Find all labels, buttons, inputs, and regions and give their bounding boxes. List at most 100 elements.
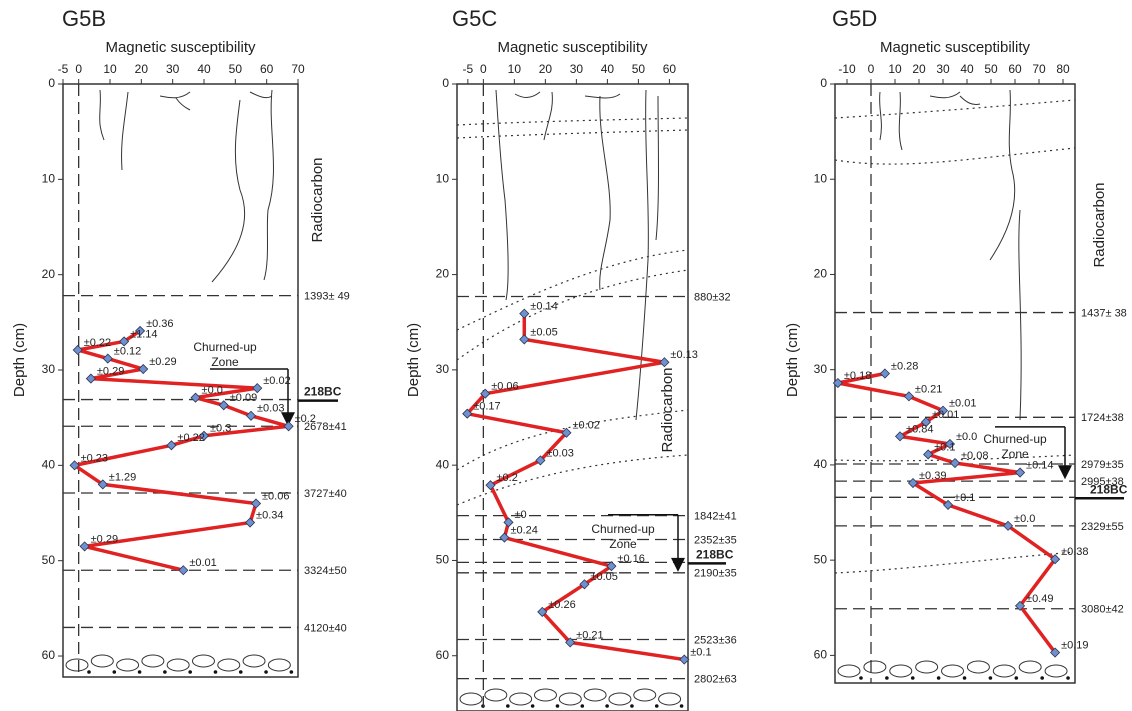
data-point <box>949 457 961 469</box>
date-label: 1842±41 <box>694 511 737 523</box>
error-label: ±0.01 <box>949 398 976 410</box>
panel-title: G5C <box>452 6 497 31</box>
gravel-dot <box>506 704 510 708</box>
gravel <box>509 692 533 706</box>
data-line <box>836 371 1057 654</box>
y-tick-label: 20 <box>42 267 56 281</box>
data-point <box>138 363 149 375</box>
y-tick-label: 50 <box>42 553 56 567</box>
error-label: ±0.3 <box>210 423 231 435</box>
x-tick-label: 60 <box>260 62 274 76</box>
data-point <box>832 377 843 389</box>
gravel-dot <box>1066 676 1070 680</box>
data-point <box>244 517 256 528</box>
error-label: ±0.23 <box>81 452 108 464</box>
zone-arrowhead <box>1058 465 1072 480</box>
x-axis-label: Magnetic susceptibility <box>497 39 648 56</box>
error-label: ±0.14 <box>530 301 557 313</box>
x-tick-label: 70 <box>291 62 305 76</box>
x-axis-label: Magnetic susceptibility <box>105 39 256 56</box>
date-label: 2190±35 <box>694 568 737 580</box>
x-tick-label: 10 <box>508 62 522 76</box>
gravel <box>837 664 861 678</box>
gravel-dot <box>555 704 560 708</box>
data-point <box>218 400 229 411</box>
x-tick-label: 30 <box>570 62 584 76</box>
error-label: ±0.13 <box>670 349 697 361</box>
error-label: ±0.39 <box>919 470 946 482</box>
data-point <box>178 565 189 576</box>
gravel-dot <box>988 676 993 680</box>
data-point <box>166 440 177 451</box>
data-point <box>499 532 510 543</box>
error-label: ±0.06 <box>491 381 518 393</box>
gravel <box>608 692 632 706</box>
y-tick-label: 20 <box>436 267 450 281</box>
error-label: ±0.38 <box>1061 546 1088 558</box>
gravel <box>267 658 291 672</box>
x-tick-label: 30 <box>936 62 950 76</box>
gravel <box>217 658 241 672</box>
data-point <box>565 637 576 648</box>
gravel-dot <box>289 670 294 674</box>
data-point <box>283 421 294 432</box>
gravel-dot <box>859 676 863 680</box>
gravel <box>1018 660 1042 674</box>
side-label: Radiocarbon <box>659 367 676 452</box>
date-label: 2995±38 <box>1081 476 1124 488</box>
error-label: ±1.14 <box>130 328 157 340</box>
data-point <box>119 336 130 347</box>
gravel <box>863 660 887 674</box>
gravel-dot <box>580 704 585 708</box>
error-label: ±0.26 <box>548 599 575 611</box>
zone-arrowhead <box>671 557 685 572</box>
date-label: 2979±35 <box>1081 459 1124 471</box>
gravel <box>116 658 140 672</box>
error-label: ±0.02 <box>263 375 290 387</box>
data-point <box>480 388 491 399</box>
plot-frame <box>456 83 689 711</box>
data-point <box>920 417 932 428</box>
error-label: ±0.1 <box>934 441 955 453</box>
data-point <box>503 517 514 528</box>
gravel-dot <box>654 704 659 708</box>
data-point <box>535 455 546 466</box>
error-label: ±0.0 <box>202 385 223 397</box>
gravel <box>459 692 483 706</box>
error-label: ±0.0 <box>956 431 977 443</box>
gravel-dot <box>163 670 167 674</box>
gravel <box>484 688 508 702</box>
data-point <box>679 654 690 665</box>
y-tick-label: 40 <box>42 458 56 472</box>
date-label: 880±32 <box>694 291 731 303</box>
date-label: 3324±50 <box>304 565 347 577</box>
date-label: 4120±40 <box>304 622 347 634</box>
gravel <box>633 688 657 702</box>
error-label: ±0.49 <box>1026 593 1053 605</box>
data-point <box>1050 554 1061 565</box>
x-tick-label: 40 <box>197 62 211 76</box>
data-point <box>903 391 914 402</box>
error-label: ±0.22 <box>84 337 111 349</box>
error-label: ±0.03 <box>257 403 284 415</box>
date-label: 2352±35 <box>694 534 737 546</box>
y-axis-label: Depth (cm) <box>784 323 801 397</box>
error-label: ±0.29 <box>97 365 124 377</box>
y-tick-label: 10 <box>436 171 450 185</box>
y-tick-label: 0 <box>820 76 827 90</box>
x-tick-label: 60 <box>663 62 677 76</box>
error-label: ±0.34 <box>256 509 283 521</box>
x-tick-label: 20 <box>539 62 553 76</box>
gravel-dot <box>885 676 889 680</box>
x-tick-label: 80 <box>1056 62 1070 76</box>
gravel <box>242 654 266 668</box>
x-tick-label: -5 <box>58 62 69 76</box>
zone-label-box: Churned-up Zone <box>193 340 257 369</box>
data-point <box>659 357 670 368</box>
error-label: ±0.02 <box>572 420 599 432</box>
x-tick-label: 60 <box>1008 62 1022 76</box>
gravel <box>533 688 557 702</box>
data-point <box>485 480 496 491</box>
gravel <box>966 660 990 674</box>
zone-label: Churned-up Zone <box>193 340 257 369</box>
